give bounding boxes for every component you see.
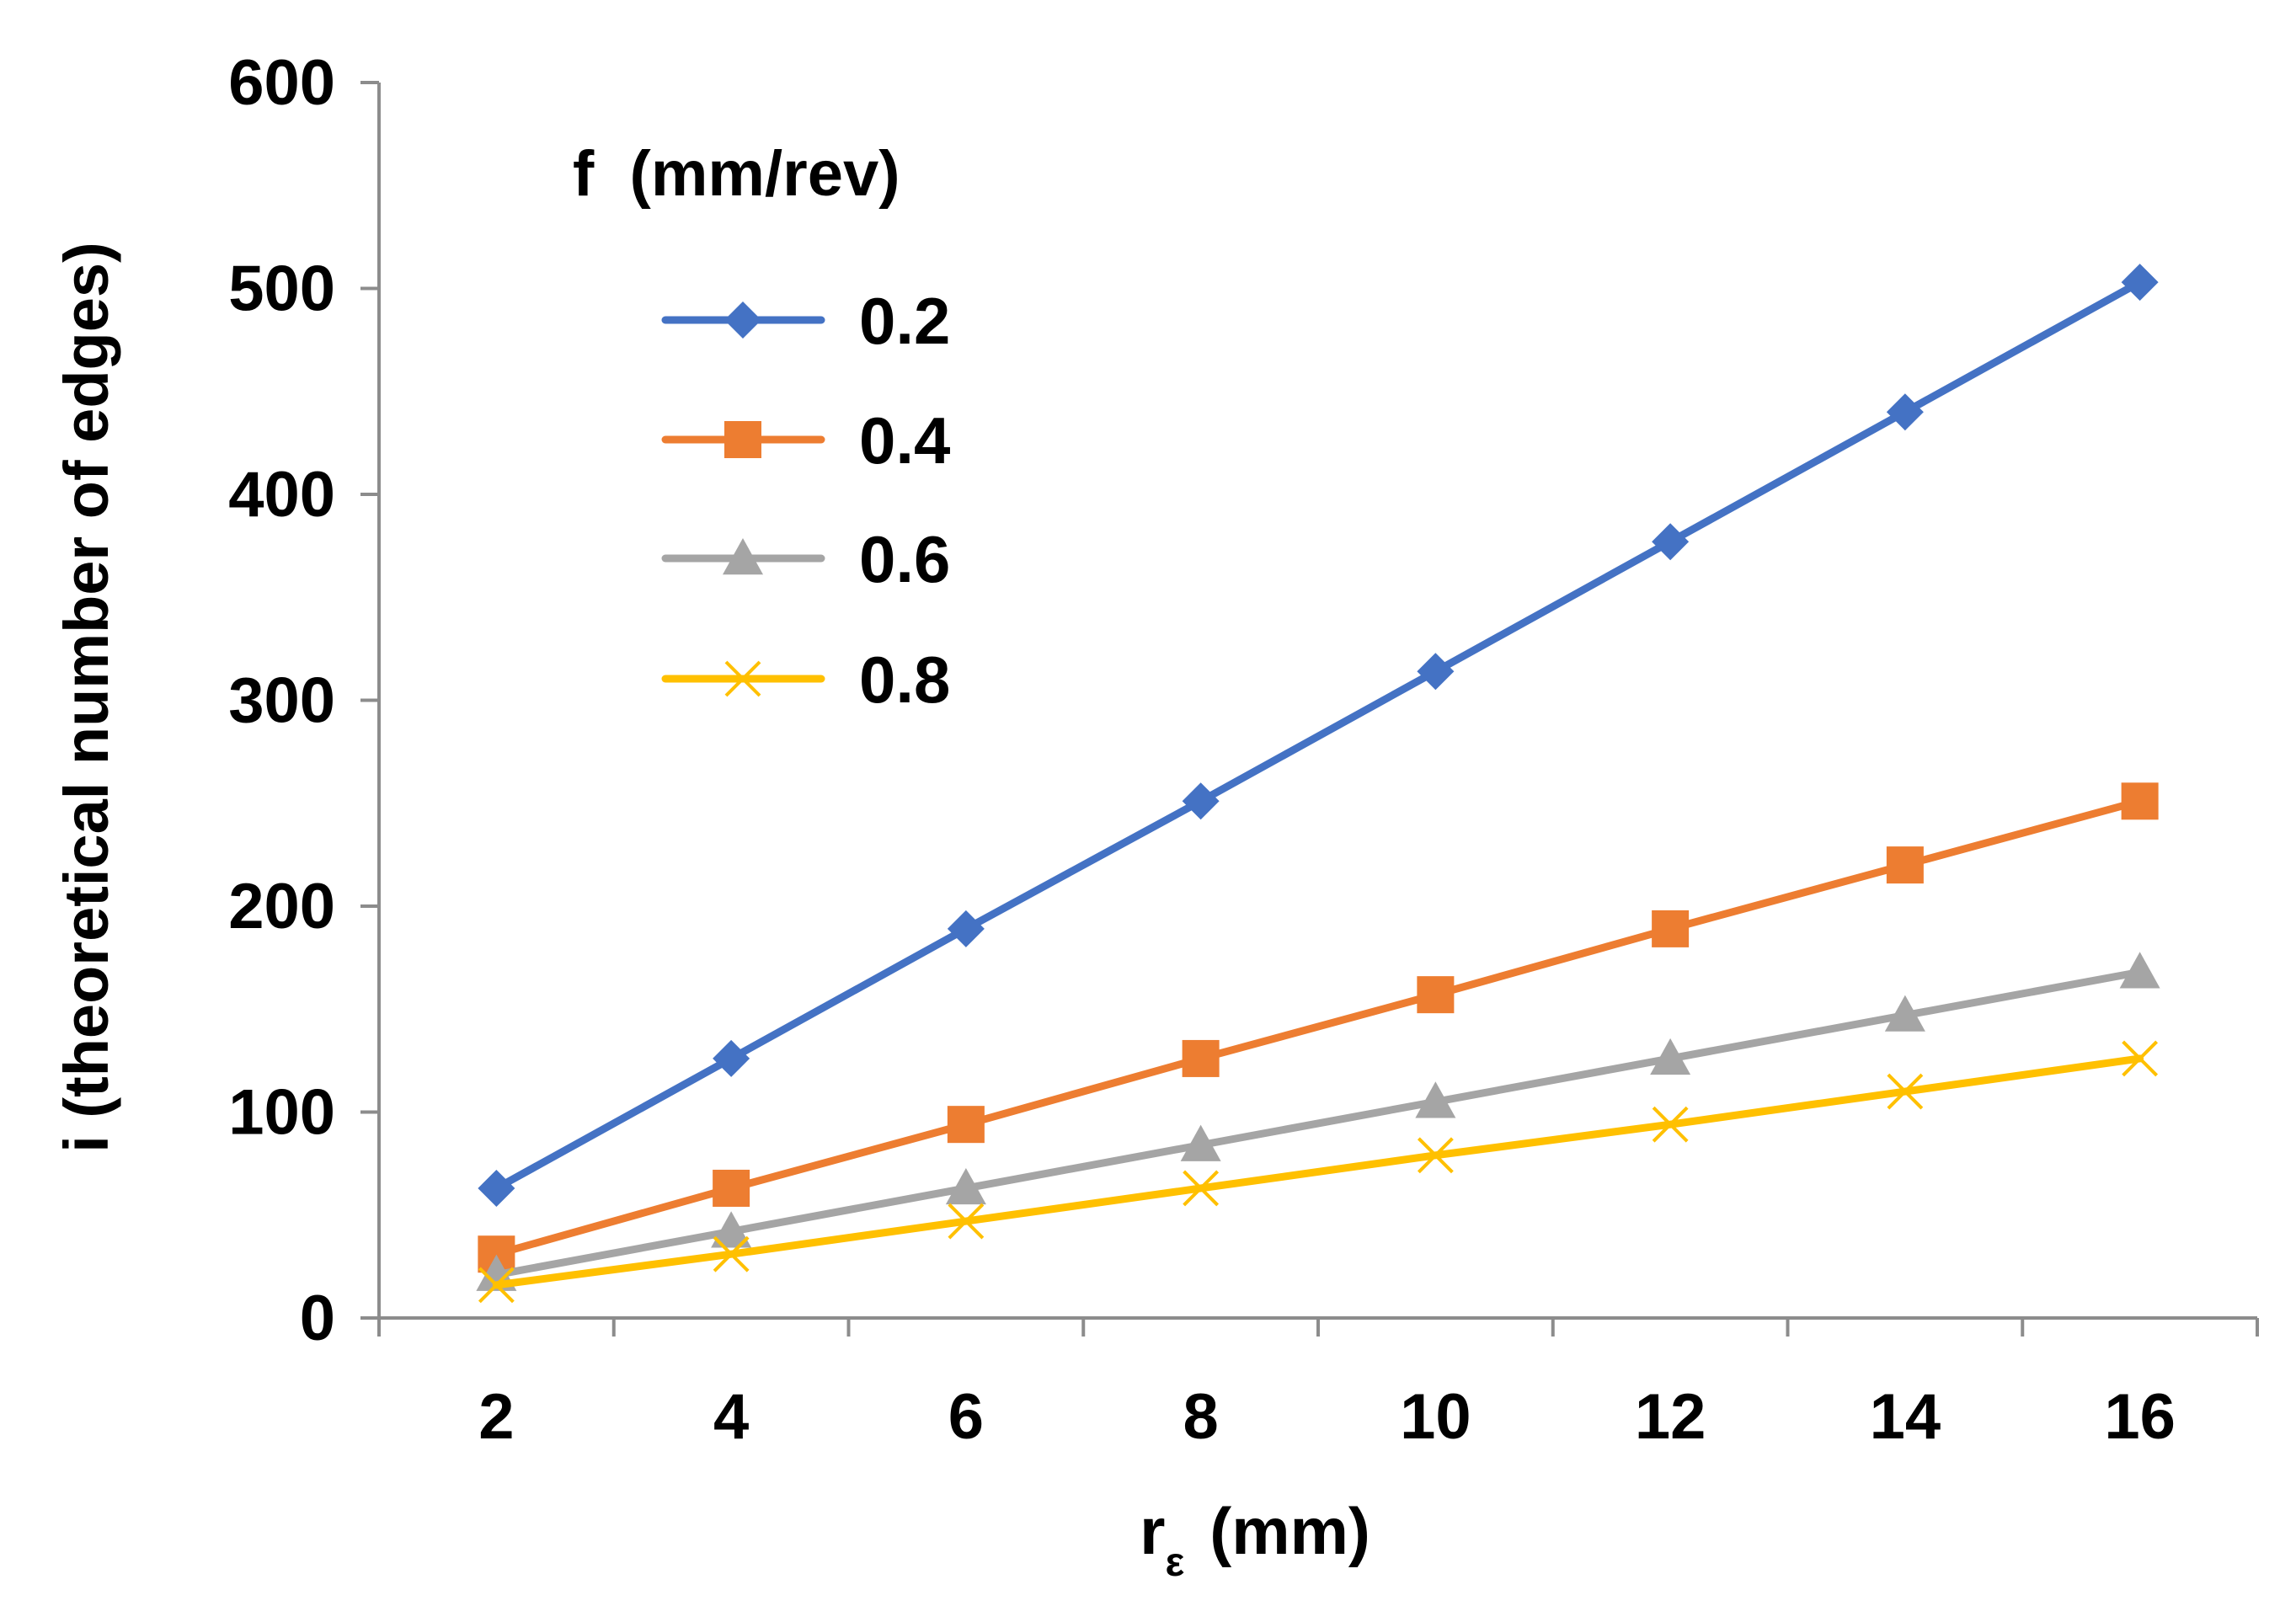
x-axis-title-unit: (mm): [1209, 1494, 1370, 1568]
legend-item-0.8: 0.8: [661, 643, 950, 717]
legend-label: 0.2: [859, 284, 950, 358]
data-point: [2119, 952, 2160, 989]
data-point: [2121, 782, 2159, 820]
data-point: [1417, 976, 1455, 1014]
y-tick-label: 400: [228, 459, 335, 531]
data-point: [945, 1167, 986, 1205]
data-point: [478, 1267, 515, 1304]
y-tick-label: 200: [228, 871, 335, 942]
data-point: [1886, 393, 1924, 431]
axes: [377, 83, 2257, 1320]
data-point: [711, 1211, 752, 1248]
legend-label: 0.6: [859, 522, 950, 596]
data-point: [478, 1169, 515, 1207]
series-layer: [476, 264, 2160, 1304]
legend-marker: [723, 538, 763, 575]
data-point: [713, 1169, 750, 1207]
legend-title: f (mm/rev): [573, 138, 900, 210]
series-line: [492, 1054, 2144, 1289]
data-point: [1415, 1081, 1456, 1118]
x-axis-title: rε (mm): [1140, 1494, 1370, 1585]
data-point: [947, 1106, 985, 1144]
data-point: [1652, 910, 1690, 947]
x-tick-label: 4: [713, 1381, 749, 1453]
x-tick-label: 6: [948, 1381, 984, 1453]
y-tick-label: 100: [228, 1077, 335, 1149]
series-line: [492, 797, 2144, 1258]
series-line: [492, 278, 2144, 1192]
data-point: [1183, 1170, 1220, 1207]
legend-items: 0.2 0.4 0.6 0.8: [661, 284, 950, 717]
data-point: [1182, 1039, 1220, 1077]
data-point: [1652, 523, 1690, 561]
y-tick-label: 0: [300, 1283, 335, 1354]
data-point: [948, 1203, 985, 1240]
legend: f (mm/rev) 0.2 0.4 0.6 0.8: [573, 138, 950, 717]
legend-label: 0.8: [859, 643, 950, 717]
data-point: [713, 1039, 750, 1077]
series-line: [492, 968, 2144, 1279]
y-axis-title: i (theoretical number of edges): [51, 242, 121, 1152]
data-point: [1652, 1106, 1689, 1143]
series-0.8: [478, 1040, 2159, 1304]
x-axis-title-variable: r: [1140, 1494, 1165, 1568]
x-tick-label: 2: [478, 1381, 514, 1453]
x-tick-label: 10: [1400, 1381, 1471, 1453]
data-point: [947, 910, 985, 947]
data-point: [1886, 846, 1924, 884]
series-0.6: [476, 952, 2160, 1291]
data-point: [1887, 1073, 1924, 1110]
legend-item-0.6: 0.6: [661, 522, 950, 596]
y-tick-label: 600: [228, 47, 335, 119]
series-0.2: [478, 264, 2159, 1207]
legend-item-0.4: 0.4: [661, 403, 950, 478]
data-point: [1182, 782, 1220, 820]
x-tick-label: 14: [1870, 1381, 1941, 1453]
x-tick-label: 8: [1183, 1381, 1218, 1453]
x-tick-label: 12: [1635, 1381, 1706, 1453]
series-0.4: [478, 782, 2159, 1273]
legend-marker: [724, 301, 761, 339]
y-tick-label: 500: [228, 253, 335, 325]
data-point: [1884, 995, 1925, 1032]
y-ticks: 0 100 200 300 400 500 600: [228, 47, 379, 1354]
data-point: [2122, 1040, 2159, 1077]
x-tick-label: 16: [2104, 1381, 2176, 1453]
data-point: [1417, 653, 1455, 691]
legend-label: 0.4: [859, 403, 950, 478]
y-tick-label: 300: [228, 665, 335, 737]
legend-item-0.2: 0.2: [661, 284, 950, 358]
data-point: [2121, 264, 2159, 301]
x-ticks: 2 4 6 8 10 12 14 16: [377, 1318, 2259, 1453]
data-point: [1417, 1137, 1454, 1174]
x-axis-title-subscript: ε: [1165, 1540, 1184, 1585]
data-point: [713, 1235, 750, 1273]
data-point: [1650, 1038, 1691, 1075]
legend-marker: [724, 421, 761, 458]
data-point: [1180, 1124, 1221, 1161]
legend-marker: [724, 660, 761, 697]
